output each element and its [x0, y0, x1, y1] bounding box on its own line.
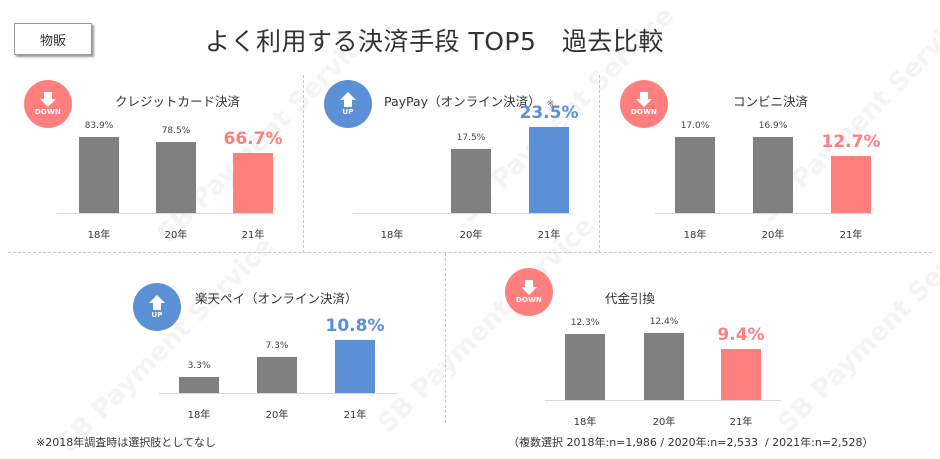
- x-axis-label: 18年: [380, 230, 404, 241]
- chart-title: クレジットカード決済: [115, 91, 240, 110]
- bar: [831, 156, 871, 213]
- arrow-down-icon: [40, 92, 56, 107]
- bar: [753, 137, 793, 213]
- bar-value-label: 12.4%: [649, 317, 679, 327]
- bar: [179, 377, 219, 393]
- bar-value-label: 23.5%: [519, 103, 579, 123]
- chart-baseline: [159, 393, 397, 394]
- bar: [257, 357, 297, 393]
- x-axis-label: 18年: [683, 230, 707, 241]
- trend-label: UP: [151, 311, 163, 319]
- trend-up-badge: UP: [133, 283, 181, 331]
- chart-title: PayPay（オンライン決済） ※: [384, 91, 554, 110]
- bar: [565, 334, 605, 400]
- chart-title: 代金引換: [605, 288, 655, 307]
- bar: [233, 153, 273, 213]
- chart-title-text: コンビニ決済: [733, 94, 809, 109]
- vertical-divider: [599, 75, 600, 253]
- chart-baseline: [655, 213, 873, 214]
- bar-value-label: 78.5%: [161, 126, 191, 136]
- bar: [335, 340, 375, 393]
- horizontal-divider: [8, 252, 932, 253]
- bar-value-label: 66.7%: [223, 129, 283, 149]
- bar-value-label: 10.8%: [325, 316, 385, 336]
- arrow-down-icon: [521, 280, 537, 295]
- vertical-divider: [303, 75, 304, 253]
- bar-value-label: 9.4%: [717, 325, 765, 345]
- chart-title: コンビニ決済: [733, 91, 808, 110]
- chart-baseline: [353, 213, 571, 214]
- trend-label: DOWN: [630, 108, 658, 116]
- arrow-down-icon: [636, 92, 652, 107]
- trend-label: UP: [342, 108, 354, 116]
- trend-down-badge: DOWN: [620, 80, 668, 128]
- footnote-2018-note: ※2018年調査時は選択肢としてなし: [36, 436, 216, 449]
- trend-up-badge: UP: [324, 80, 372, 128]
- bar: [156, 142, 196, 213]
- watermark: SB Payment Service: [772, 211, 940, 439]
- bar-value-label: 17.0%: [680, 121, 710, 131]
- bar: [529, 127, 569, 213]
- bar-value-label: 83.9%: [84, 121, 114, 131]
- trend-label: DOWN: [515, 296, 543, 304]
- x-axis-label: 18年: [573, 417, 597, 428]
- chart-title: 楽天ペイ（オンライン決済）: [195, 288, 358, 307]
- x-axis-label: 18年: [87, 230, 111, 241]
- bar-value-label: 12.7%: [821, 132, 881, 152]
- bar: [79, 137, 119, 213]
- chart-baseline: [57, 213, 275, 214]
- bar: [451, 149, 491, 213]
- x-axis-label: 21年: [729, 417, 753, 428]
- trend-down-badge: DOWN: [505, 268, 553, 316]
- chart-baseline: [545, 400, 781, 401]
- chart-title-text: クレジットカード決済: [115, 94, 241, 109]
- x-axis-label: 21年: [241, 230, 265, 241]
- bar: [675, 137, 715, 213]
- x-axis-label: 20年: [265, 410, 289, 421]
- footnote-marker: ※: [546, 99, 555, 109]
- vertical-divider: [445, 253, 446, 423]
- footnote-sample-sizes: （複数選択 2018年:n=1,986 / 2020年:n=2,533 / 20…: [508, 436, 874, 449]
- x-axis-label: 20年: [459, 230, 483, 241]
- category-tag: 物販: [14, 23, 92, 55]
- x-axis-label: 20年: [164, 230, 188, 241]
- chart-title-text: 代金引換: [605, 291, 656, 306]
- x-axis-label: 21年: [537, 230, 561, 241]
- x-axis-label: 21年: [839, 230, 863, 241]
- trend-down-badge: DOWN: [24, 80, 72, 128]
- bar-value-label: 16.9%: [758, 121, 788, 131]
- trend-label: DOWN: [34, 108, 62, 116]
- bar: [721, 349, 761, 400]
- arrow-up-icon: [149, 295, 165, 310]
- bar-value-label: 17.5%: [456, 133, 486, 143]
- x-axis-label: 20年: [652, 417, 676, 428]
- x-axis-label: 18年: [187, 410, 211, 421]
- bar-value-label: 12.3%: [570, 318, 600, 328]
- x-axis-label: 20年: [761, 230, 785, 241]
- x-axis-label: 21年: [343, 410, 367, 421]
- bar-value-label: 3.3%: [187, 361, 211, 371]
- page-title: よく利用する決済手段 TOP5 過去比較: [205, 27, 664, 56]
- chart-title-text: 楽天ペイ（オンライン決済）: [195, 291, 358, 306]
- bar: [644, 333, 684, 400]
- chart-title-text: PayPay（オンライン決済）: [384, 94, 541, 109]
- bar-value-label: 7.3%: [265, 341, 289, 351]
- arrow-up-icon: [340, 92, 356, 107]
